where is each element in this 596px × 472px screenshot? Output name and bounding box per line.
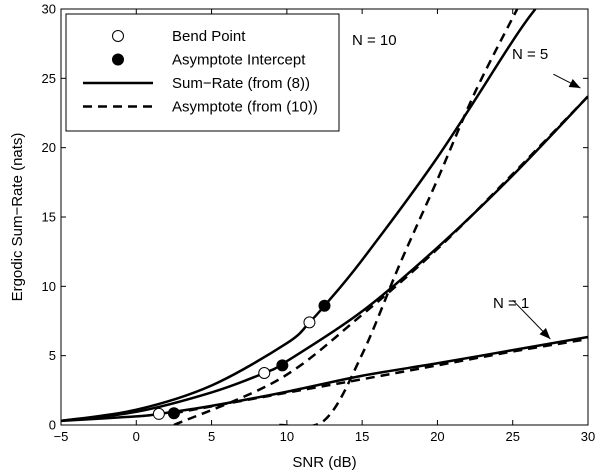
- x-tick-label: 0: [133, 429, 140, 444]
- legend-filled-circle-marker: [112, 53, 124, 66]
- annotation-arrow-head: [539, 327, 551, 340]
- y-tick-label: 20: [42, 140, 56, 155]
- asymptote-intercept-marker: [276, 359, 289, 372]
- x-tick-label: 25: [505, 429, 519, 444]
- asymptote-intercept-marker: [318, 299, 331, 312]
- legend-label-bend-point: Bend Point: [172, 28, 246, 45]
- x-tick-label: 20: [430, 429, 444, 444]
- y-tick-label: 5: [49, 348, 56, 363]
- legend-label-sum-rate: Sum−Rate (from (8)): [172, 75, 310, 92]
- x-tick-label: 5: [208, 429, 215, 444]
- y-axis-label: Ergodic Sum−Rate (nats): [9, 133, 26, 302]
- legend-label-asymptote: Asymptote (from (10)): [172, 99, 318, 116]
- legend-label-asymptote-intercept: Asymptote Intercept: [172, 52, 306, 69]
- x-tick-label: 15: [355, 429, 369, 444]
- annotation-label: N = 1: [493, 295, 529, 312]
- legend-box: [65, 13, 340, 132]
- y-tick-label: 0: [49, 418, 56, 433]
- sum-rate-curve: [61, 335, 588, 423]
- y-tick-label: 30: [42, 2, 56, 17]
- marker-layer: [152, 299, 331, 420]
- y-tick-label: 10: [42, 279, 56, 294]
- bend-point-marker: [258, 367, 271, 379]
- sum-rate-curve: [61, 9, 537, 423]
- x-tick-label: 10: [280, 429, 294, 444]
- annotation-label: N = 10: [352, 32, 397, 49]
- y-tick-label: 15: [42, 210, 56, 225]
- x-tick-label: −5: [54, 429, 69, 444]
- series-layer: [61, 9, 588, 425]
- annotation-label: N = 5: [512, 46, 548, 63]
- y-tick-label: 25: [42, 71, 56, 86]
- x-axis-label: SNR (dB): [292, 454, 356, 471]
- asymptote-intercept-marker: [167, 407, 180, 420]
- annotation-arrow-head: [568, 79, 581, 89]
- bend-point-marker: [152, 407, 165, 420]
- x-tick-label: 30: [581, 429, 595, 444]
- asymptote-line: [173, 95, 588, 425]
- asymptote-line: [279, 9, 519, 425]
- legend-open-circle-marker: [112, 30, 124, 42]
- bend-point-marker: [303, 316, 316, 329]
- legend: Bend Point Asymptote Intercept Sum−Rate …: [65, 13, 340, 132]
- asymptote-line: [173, 337, 588, 415]
